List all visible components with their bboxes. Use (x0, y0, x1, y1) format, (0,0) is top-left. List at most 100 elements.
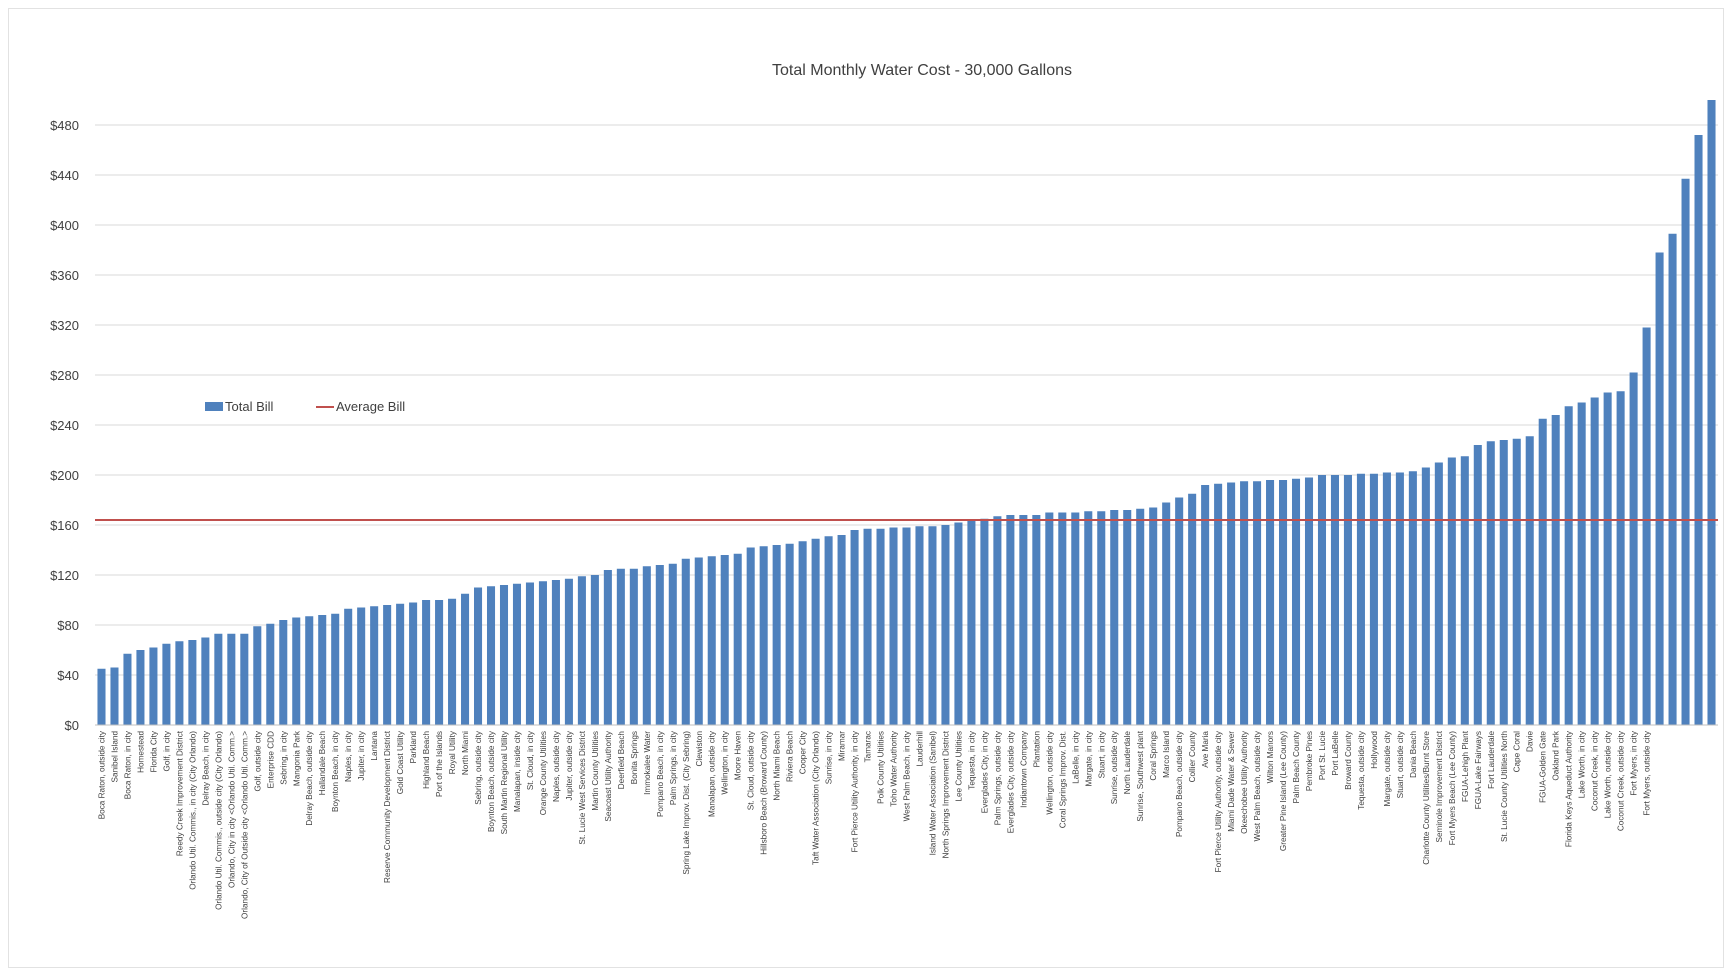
x-tick-label: Seacoast Utility Authority (604, 730, 613, 821)
x-tick-label: Sebring, outside city (474, 730, 483, 805)
x-tick-label: Clewiston (695, 731, 704, 767)
x-tick-label: Tequesta, outside city (1357, 730, 1366, 810)
x-tick-label: Davie (1526, 731, 1535, 752)
bar (396, 603, 405, 725)
bar (1512, 438, 1521, 725)
bar (1304, 477, 1314, 725)
bar (97, 668, 106, 725)
x-tick-label: Hollywood (1370, 731, 1379, 769)
x-tick-label: Margate, in city (1084, 730, 1093, 786)
x-tick-label: Spring Lake Improv. Dist. (City Sebring) (682, 731, 691, 875)
bar (1447, 457, 1456, 725)
x-tick-label: Marco Island (1162, 731, 1171, 778)
bar (1058, 512, 1067, 725)
x-tick-label: Orlando, City in city <Orlando Util. Com… (227, 731, 236, 888)
bar (214, 633, 223, 725)
bar (331, 613, 340, 725)
x-tick-label: Collier County (1188, 730, 1197, 782)
bar (175, 641, 184, 725)
bar (240, 633, 249, 725)
y-tick-label: $200 (50, 468, 79, 483)
bar (292, 617, 301, 725)
x-tick-label: Coral Springs (1149, 731, 1158, 781)
x-tick-label: St. Lucie West Services District (578, 730, 587, 844)
y-axis-ticks: $0 $40 $80 $120 $160 $200 $240 $280 $320 $360 $400… (50, 118, 79, 733)
x-tick-label: North Miami Beach (773, 731, 782, 801)
bar (253, 626, 262, 725)
bar (1616, 391, 1625, 725)
x-tick-label: Martin County Utilities (591, 731, 600, 811)
bar (928, 526, 937, 725)
x-tick-label: West Palm Beach, in city (903, 730, 912, 821)
x-tick-label: Everglades City, outside city (1006, 730, 1015, 833)
x-tick-label: Hallandale Beach (318, 731, 327, 796)
bar (1356, 473, 1365, 725)
x-tick-label: Manalapan, inside city (513, 730, 522, 812)
x-tick-label: Lauderhill (915, 731, 924, 767)
x-tick-label: Orange County Utilities (539, 731, 548, 815)
x-tick-label: Highland Beach (422, 731, 431, 789)
y-tick-label: $480 (50, 118, 79, 133)
bar (1395, 472, 1404, 725)
x-tick-label: LaBelle, in city (1071, 730, 1080, 784)
x-tick-label: Palm Springs, in city (669, 730, 678, 805)
bar (720, 555, 729, 725)
x-tick-label: Moore Haven (734, 731, 743, 781)
bar (110, 667, 119, 725)
bar (876, 528, 885, 725)
x-tick-label: Palm Beach County (1292, 730, 1301, 803)
x-tick-label: Sanibel Island (110, 731, 119, 783)
bar (655, 565, 664, 725)
x-tick-label: South Martin Regional Utility (500, 730, 509, 834)
x-tick-label: Island Water Association (Sanibel) (928, 731, 937, 856)
bar (694, 557, 703, 725)
x-tick-label: Fort Pierce Utility Authority, in city (851, 730, 860, 852)
x-tick-label: Greater Pine Island (Lee County) (1279, 731, 1288, 851)
x-tick-label: Port of the Islands (435, 731, 444, 797)
bar (357, 607, 366, 725)
gridlines (95, 124, 1718, 726)
bar (1538, 418, 1547, 725)
bar (603, 570, 612, 725)
bar (136, 650, 145, 725)
x-tick-label: Broward County (1344, 730, 1353, 790)
x-tick-label: Lee County Utilities (954, 731, 963, 802)
bar (1590, 397, 1599, 725)
bar (889, 527, 898, 725)
bar (551, 580, 560, 725)
y-tick-label: $160 (50, 518, 79, 533)
x-tick-label: Orlando, City of Outside city <Orlando U… (240, 731, 249, 919)
bar (629, 568, 638, 725)
bar (824, 536, 833, 725)
bar (1681, 178, 1690, 725)
x-tick-label: Naples, in city (344, 730, 353, 782)
chart-title: Total Monthly Water Cost - 30,000 Gallon… (772, 62, 1072, 79)
bar (162, 643, 171, 725)
x-tick-label: Miramar (838, 731, 847, 761)
bar (188, 640, 197, 725)
x-tick-label: Plantation (1032, 731, 1041, 768)
x-tick-label: Jupiter, in city (357, 730, 366, 781)
bar (499, 585, 509, 725)
x-tick-label: Boca Raton, outside city (97, 730, 106, 819)
bar (525, 582, 534, 725)
x-tick-label: Golf, in city (162, 730, 171, 771)
bar (318, 615, 327, 725)
x-tick-label: Boynton Beach, outside city (487, 730, 496, 832)
x-tick-label: Jupiter, outside city (565, 730, 574, 801)
bar (1253, 481, 1262, 725)
bar (1071, 512, 1080, 725)
bar (279, 620, 288, 725)
x-tick-label: Margate, outside city (1383, 730, 1392, 806)
x-tick-label: Oakland Park (1552, 730, 1561, 781)
bar (474, 587, 483, 725)
x-tick-label: Wilton Manors (1266, 731, 1275, 783)
bar (1317, 475, 1327, 725)
x-tick-label: Dania Beach (1409, 731, 1418, 778)
bar (1473, 445, 1482, 725)
bar (1707, 100, 1716, 725)
bar (798, 541, 807, 725)
x-tick-label: Sunrise, outside city (1110, 730, 1119, 804)
bar (1460, 456, 1469, 725)
bar (1343, 475, 1352, 725)
